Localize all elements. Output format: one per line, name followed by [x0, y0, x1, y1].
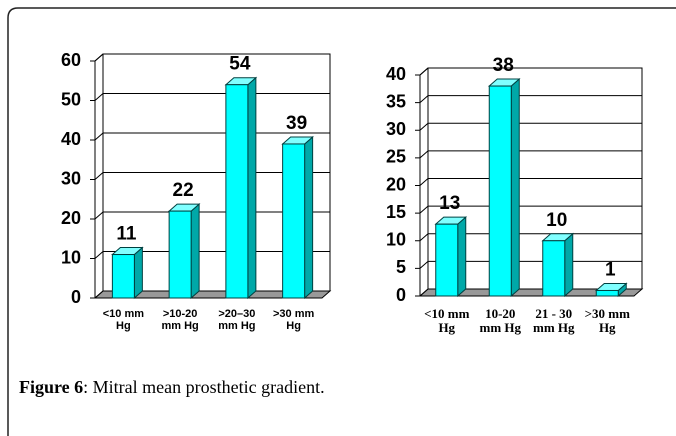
y-tick-label: 10 — [61, 247, 81, 267]
x-tick-line: mm Hg — [479, 320, 521, 335]
x-tick-label: >30 mm Hg — [585, 306, 630, 335]
x-tick-line: 10-20 — [485, 306, 515, 321]
y-tick-label: 30 — [61, 168, 81, 188]
y-tick-label: 60 — [61, 50, 81, 70]
grid-line — [419, 205, 642, 214]
caption-text: : Mitral mean prosthetic gradient. — [83, 377, 324, 397]
bar — [168, 210, 192, 299]
frame — [7, 7, 676, 436]
x-tick-label: >10-20 mm Hg — [161, 308, 198, 332]
bar — [225, 84, 249, 299]
y-tick-label: 15 — [386, 202, 406, 222]
x-tick-label: >30 mm Hg — [273, 308, 314, 332]
bar-side — [304, 135, 314, 300]
data-label: 1 — [605, 259, 616, 280]
bar — [282, 143, 306, 299]
bar-side — [247, 76, 257, 300]
caption-label: Figure 6 — [19, 377, 83, 397]
y-tick-label: 20 — [61, 208, 81, 228]
data-label: 54 — [229, 54, 251, 75]
bar-side — [564, 232, 574, 298]
grid-line — [419, 95, 642, 104]
caption: Figure 6: Mitral mean prosthetic gradien… — [19, 377, 325, 397]
x-tick-line: >30 mm — [585, 306, 630, 321]
x-tick-line: <10 mm — [424, 306, 469, 321]
x-tick-line: mm Hg — [533, 320, 575, 335]
bar-side — [133, 246, 143, 300]
data-label: 10 — [546, 210, 567, 231]
y-tick-label: 50 — [61, 89, 81, 109]
x-tick-label: <10 mm Hg — [424, 306, 469, 335]
y-tick-label: 35 — [386, 91, 406, 111]
data-label: 13 — [439, 193, 460, 214]
x-tick-label: 21 - 30 mm Hg — [533, 306, 575, 335]
x-tick-line: Hg — [286, 320, 301, 332]
x-tick-line: <10 mm — [103, 308, 144, 320]
data-label: 11 — [116, 224, 137, 245]
data-label: 39 — [286, 113, 307, 134]
bar-side — [510, 77, 520, 298]
y-tick-label: 25 — [386, 147, 406, 167]
y-tick-label: 30 — [386, 119, 406, 139]
grid-line — [94, 53, 330, 62]
bar — [111, 254, 135, 299]
y-tick-label: 40 — [386, 64, 406, 84]
grid-line — [419, 122, 642, 131]
x-tick-line: >10-20 — [163, 308, 198, 320]
bar — [542, 240, 566, 297]
x-tick-label: <10 mm Hg — [103, 308, 144, 332]
bar-side — [190, 202, 200, 300]
bar — [488, 85, 512, 297]
x-tick-line: Hg — [438, 320, 455, 335]
x-tick-line: 21 - 30 — [535, 306, 572, 321]
y-tick-label: 0 — [396, 285, 406, 305]
bar — [435, 223, 459, 297]
data-label: 22 — [173, 180, 194, 201]
y-tick-label: 5 — [396, 257, 406, 277]
bar-side — [457, 216, 467, 298]
x-tick-label: >20–30 mm Hg — [218, 308, 255, 332]
y-tick-label: 20 — [386, 174, 406, 194]
x-tick-line: Hg — [599, 320, 616, 335]
x-tick-line: mm Hg — [161, 320, 198, 332]
bar — [595, 289, 619, 297]
x-tick-line: mm Hg — [218, 320, 255, 332]
grid-line — [419, 67, 642, 76]
x-tick-label: 10-20 mm Hg — [479, 306, 521, 335]
grid-line — [419, 150, 642, 159]
y-tick-label: 10 — [386, 230, 406, 250]
y-tick-label: 0 — [71, 287, 81, 307]
data-label: 38 — [493, 55, 514, 76]
y-tick-label: 40 — [61, 129, 81, 149]
x-tick-line: >30 mm — [273, 308, 314, 320]
x-tick-line: >20–30 — [218, 308, 255, 320]
x-tick-line: Hg — [116, 320, 131, 332]
grid-line — [419, 178, 642, 186]
